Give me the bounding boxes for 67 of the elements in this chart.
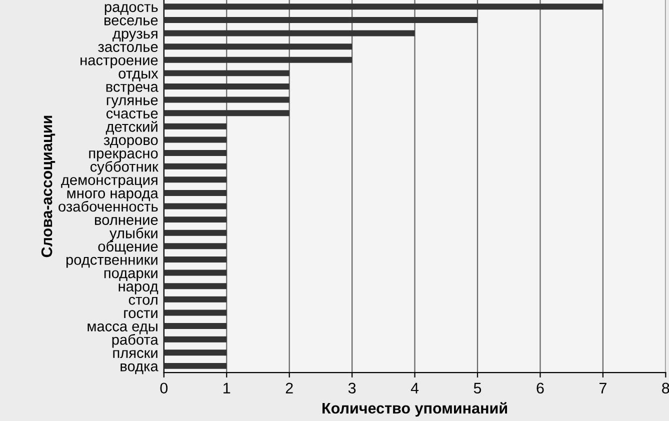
bar [164, 150, 227, 156]
bar [164, 30, 415, 36]
bar [164, 56, 352, 63]
bar [164, 110, 290, 116]
y-tick-label: волнение [95, 216, 158, 225]
bar [164, 176, 227, 183]
bar [164, 362, 227, 369]
bar [164, 310, 227, 316]
y-tick-label: встреча [106, 84, 158, 95]
bar [164, 243, 227, 250]
x-tick-label: 5 [474, 382, 482, 394]
bar [164, 203, 227, 210]
y-axis-title: Слова-ассоциации [41, 116, 56, 258]
y-tick-label: общение [98, 240, 158, 254]
y-tick-label: детский [106, 120, 158, 135]
y-tick-label: друзья [112, 30, 158, 42]
x-tick-label: 1 [224, 382, 230, 394]
y-tick-label: отдых [118, 70, 158, 82]
bar [164, 70, 290, 76]
bar [164, 296, 227, 302]
bar [164, 84, 290, 90]
bar [164, 44, 352, 50]
bar [164, 283, 227, 290]
y-tick-label: пляски [113, 350, 158, 358]
y-tick-label: веселье [104, 17, 158, 26]
x-axis-title: Количество упоминаний [322, 402, 507, 417]
y-tick-label: подарки [104, 270, 158, 282]
bar [164, 350, 227, 356]
x-tick-label: 3 [348, 382, 356, 394]
bar [164, 336, 227, 342]
y-tick-label: улыбки [110, 228, 158, 242]
y-tick-label: гости [124, 310, 158, 318]
y-tick-label: озабоченность [58, 200, 158, 212]
y-tick-label: стол [128, 296, 158, 305]
bar [164, 270, 227, 276]
y-tick-label: масса еды [88, 323, 158, 334]
y-tick-label: прекрасно [89, 150, 158, 162]
bar [164, 163, 227, 170]
bar [164, 136, 227, 143]
y-tick-label: настроение [80, 57, 158, 68]
bar [164, 256, 227, 262]
x-tick-label: 8 [662, 382, 669, 394]
x-tick-label: 6 [536, 382, 544, 394]
y-tick-label: народ [118, 284, 158, 294]
bar [164, 216, 227, 223]
y-tick-label: здорово [104, 137, 158, 148]
y-tick-label: работа [112, 334, 158, 348]
bar [164, 123, 227, 130]
bar [164, 230, 227, 236]
y-tick-label: субботник [90, 160, 158, 175]
y-tick-label: гулянье [106, 97, 158, 108]
x-tick-label: 2 [286, 382, 293, 394]
x-tick-label: 7 [599, 382, 606, 394]
bar [164, 4, 603, 10]
bar [164, 323, 227, 330]
y-tick-label: застолье [98, 44, 158, 52]
x-tick-label: 0 [160, 382, 168, 394]
y-tick-label: родственники [66, 256, 158, 268]
y-tick-label: водка [120, 363, 158, 374]
y-tick-label: демонстрация [61, 177, 158, 188]
y-tick-label: счастье [106, 110, 158, 119]
y-tick-label: радость [104, 4, 158, 15]
x-tick-label: 4 [410, 382, 419, 394]
y-tick-label: много народа [67, 190, 158, 202]
bar [164, 190, 227, 196]
bar [164, 16, 478, 23]
bar [164, 96, 290, 103]
